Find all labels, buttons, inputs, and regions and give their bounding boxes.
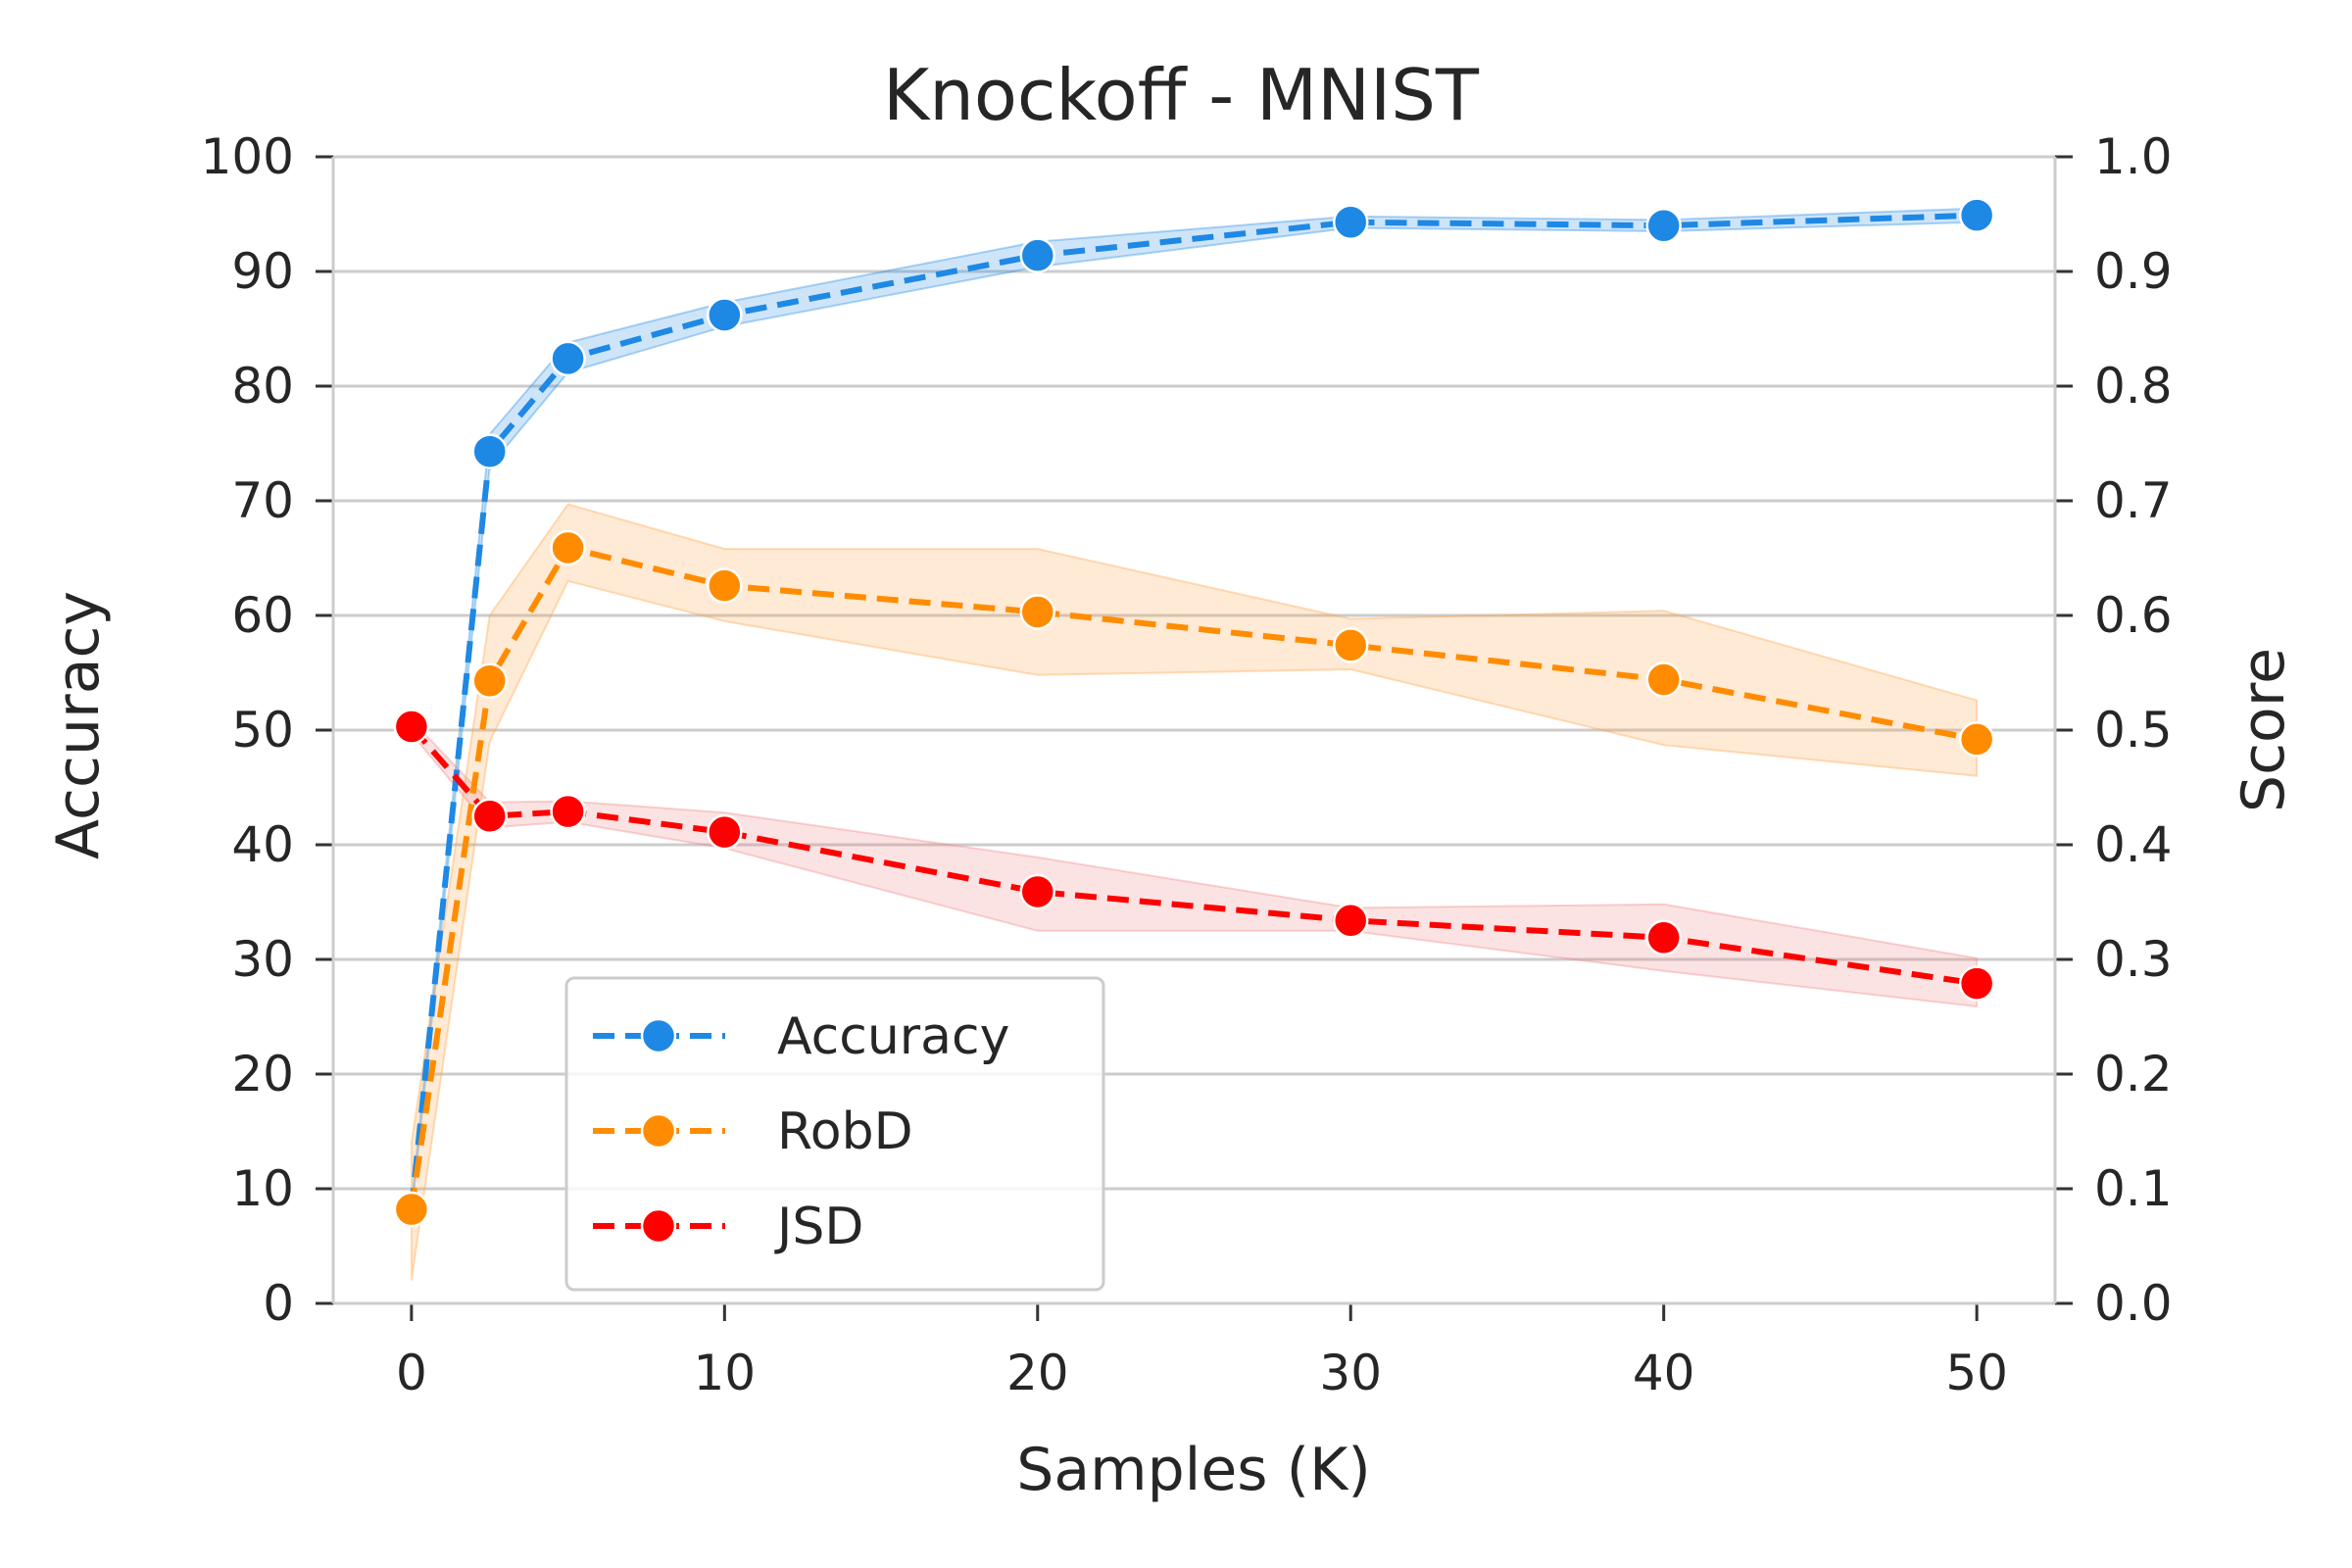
legend-robd-label: RobD (777, 1102, 913, 1161)
accuracy-point-20 (1019, 237, 1056, 273)
legend-jsd-marker (640, 1207, 677, 1245)
jsd-point-50 (1958, 965, 1995, 1002)
x-axis-title: Samples (K) (1016, 1436, 1370, 1504)
x-tick-label-10: 10 (694, 1345, 757, 1401)
robd-point-5 (550, 529, 586, 566)
legend-items: Accuracy RobD JSD (593, 1007, 1009, 1256)
y2-tick-label-0.6: 0.6 (2094, 587, 2173, 644)
y2-axis-title: Score (2230, 648, 2298, 812)
y-axis-title: Accuracy (44, 591, 113, 859)
robd-point-2.5 (471, 662, 508, 699)
jsd-band (410, 716, 1979, 1008)
y2-tick-label-0.0: 0.0 (2094, 1275, 2173, 1332)
accuracy-line (408, 212, 1978, 1210)
robd-point-10 (707, 567, 743, 604)
accuracy-point-5 (550, 340, 586, 377)
y-tick-label-0: 0 (263, 1275, 294, 1332)
robd-point-40 (1645, 662, 1682, 698)
y2-tick-label-0.2: 0.2 (2094, 1046, 2173, 1102)
robd-line (408, 545, 1978, 1210)
y-tick-label-40: 40 (231, 816, 294, 873)
y2-tick-label-0.8: 0.8 (2094, 358, 2173, 415)
robd-point-50 (1958, 721, 1995, 758)
point-layer (393, 197, 1995, 1228)
jsd-point-5 (550, 793, 586, 830)
jsd-point-40 (1645, 919, 1682, 956)
jsd-point-0 (393, 709, 430, 745)
accuracy-point-50 (1958, 197, 1995, 233)
robd-point-30 (1332, 627, 1369, 663)
legend-accuracy-marker (640, 1017, 677, 1054)
axis-layer: 01020304050607080901000.00.10.20.30.40.5… (201, 128, 2173, 1401)
jsd-point-2.5 (471, 798, 508, 834)
legend-frame (564, 976, 1105, 1292)
y-tick-label-10: 10 (231, 1160, 294, 1217)
legend-robd-marker (640, 1112, 677, 1150)
legend: Accuracy RobD JSD (564, 976, 1105, 1292)
legend-jsd-label: JSD (774, 1198, 863, 1256)
y-tick-label-90: 90 (231, 243, 294, 300)
accuracy-point-30 (1332, 204, 1369, 240)
x-tick-label-50: 50 (1945, 1345, 2008, 1401)
y2-tick-label-0.1: 0.1 (2094, 1160, 2173, 1217)
jsd-point-20 (1019, 873, 1056, 910)
accuracy-point-2.5 (471, 433, 508, 469)
y-tick-label-80: 80 (231, 358, 294, 415)
y2-tick-label-0.7: 0.7 (2094, 472, 2173, 529)
accuracy-point-10 (707, 297, 743, 333)
y2-tick-label-0.5: 0.5 (2094, 702, 2173, 759)
robd-point-20 (1019, 594, 1056, 630)
y-tick-label-20: 20 (231, 1046, 294, 1102)
jsd-point-30 (1332, 902, 1369, 939)
robd-band (410, 503, 1979, 1281)
x-tick-label-40: 40 (1633, 1345, 1695, 1401)
x-tick-label-20: 20 (1006, 1345, 1069, 1401)
legend-accuracy-label: Accuracy (777, 1007, 1009, 1066)
x-tick-label-0: 0 (396, 1345, 427, 1401)
y-tick-label-100: 100 (201, 128, 294, 185)
y2-tick-label-1.0: 1.0 (2094, 128, 2173, 185)
robd-point-0 (393, 1191, 430, 1228)
y-tick-label-60: 60 (231, 587, 294, 644)
jsd-point-10 (707, 813, 743, 851)
y2-tick-label-0.4: 0.4 (2094, 816, 2173, 873)
y-tick-label-50: 50 (231, 702, 294, 759)
y-tick-label-30: 30 (231, 931, 294, 988)
y2-tick-label-0.9: 0.9 (2094, 243, 2173, 300)
y2-tick-label-0.3: 0.3 (2094, 931, 2173, 988)
accuracy-point-40 (1645, 207, 1682, 244)
y-tick-label-70: 70 (231, 472, 294, 529)
chart-title: Knockoff - MNIST (883, 54, 1480, 136)
x-tick-label-30: 30 (1319, 1345, 1382, 1401)
